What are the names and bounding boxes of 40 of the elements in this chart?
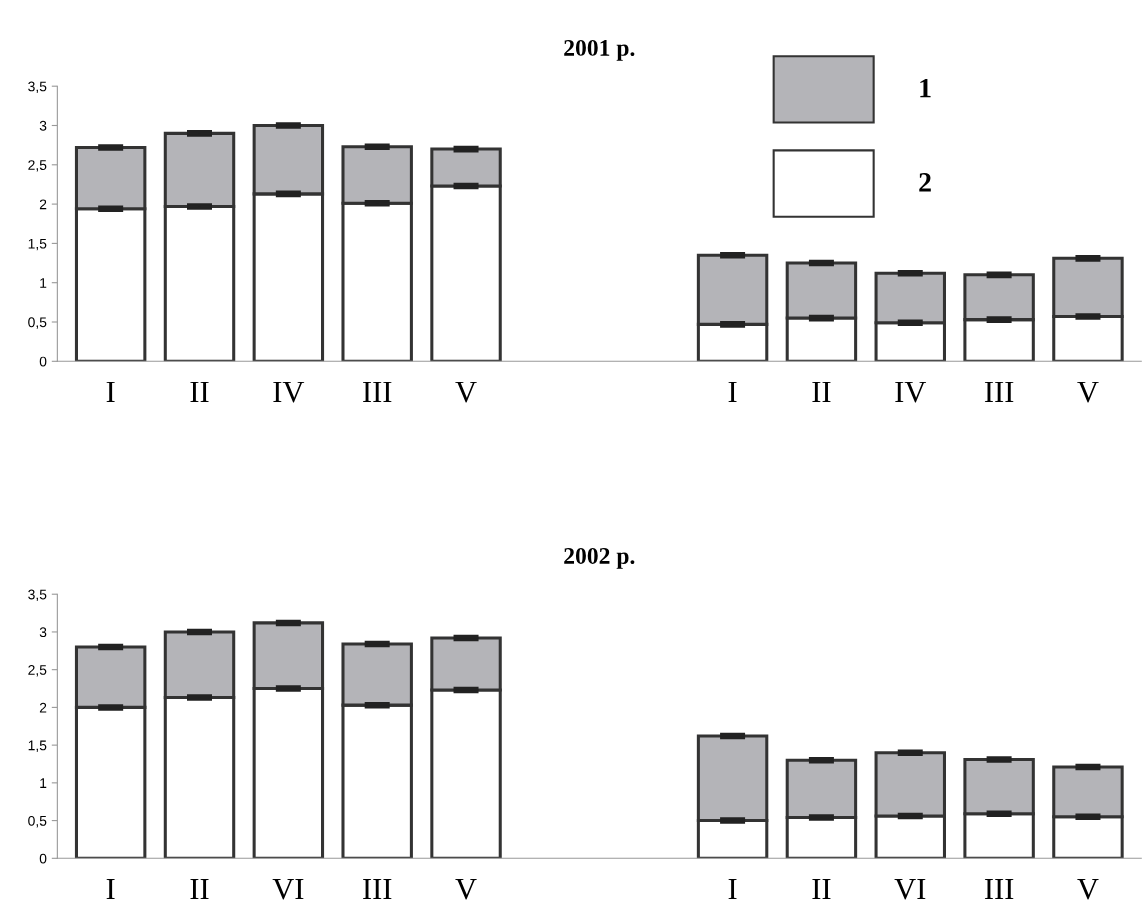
chart-title: 2002 р. [564, 547, 635, 569]
legend-label: 1 [920, 78, 931, 98]
y-tick-label: 3 [39, 120, 47, 131]
x-tick-label: VI [894, 878, 926, 900]
y-tick-label: 2,5 [28, 160, 47, 172]
x-tick-label: I [106, 878, 115, 899]
y-tick-label: 3,5 [28, 589, 47, 602]
y-tick-label: 2 [39, 702, 47, 713]
x-tick-label: V [455, 878, 477, 900]
x-tick-label: III [363, 878, 392, 899]
x-tick-label: II [190, 381, 209, 402]
y-tick-label: 0,5 [28, 815, 47, 828]
y-tick-label: 2,5 [28, 665, 47, 677]
x-tick-label: II [812, 381, 831, 402]
chart-title: 2001 р. [564, 39, 635, 61]
y-tick-label: 0 [39, 356, 47, 367]
x-tick-label: I [728, 381, 737, 402]
x-tick-label: I [728, 878, 737, 899]
x-tick-label: II [812, 878, 831, 899]
y-tick-label: 1,5 [28, 740, 47, 752]
x-tick-label: III [363, 381, 392, 402]
y-tick-label: 0,5 [28, 317, 47, 329]
x-tick-label: V [455, 381, 477, 403]
x-tick-label: I [106, 381, 115, 402]
x-tick-label: IV [895, 381, 927, 403]
y-tick-label: 2 [39, 199, 47, 210]
x-tick-label: III [984, 878, 1014, 899]
y-tick-label: 1,5 [28, 238, 47, 251]
legend-label: 2 [919, 173, 931, 192]
x-tick-label: II [190, 878, 209, 899]
x-tick-label: VI [272, 878, 304, 900]
x-tick-label: III [984, 381, 1014, 402]
y-tick-label: 0 [39, 853, 47, 864]
y-tick-label: 3 [39, 627, 47, 638]
x-tick-label: IV [273, 381, 305, 403]
x-tick-label: V [1077, 878, 1099, 900]
y-tick-label: 1 [40, 278, 47, 288]
y-tick-label: 1 [40, 778, 47, 788]
y-tick-label: 3,5 [28, 81, 47, 94]
x-tick-label: V [1077, 381, 1099, 403]
